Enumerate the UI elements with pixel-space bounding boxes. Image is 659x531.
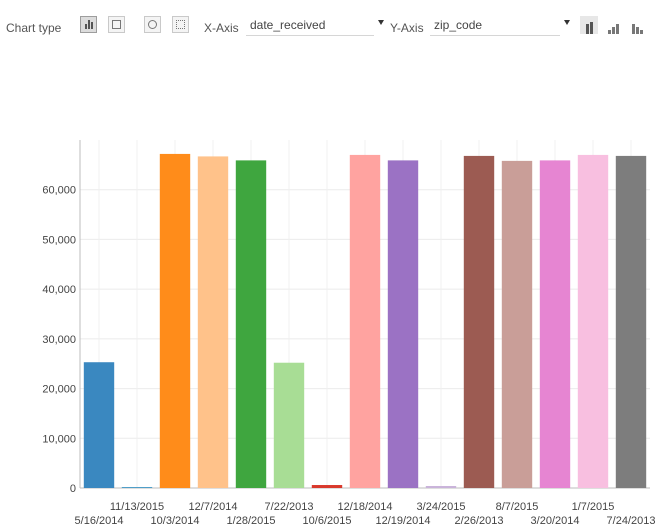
bar-1-28-2015[interactable] <box>235 160 267 488</box>
bar-7-24-2013[interactable] <box>615 155 647 488</box>
x-tick-label: 7/22/2013 <box>265 501 314 513</box>
x-tick-label: 11/13/2015 <box>110 501 164 513</box>
bar-chart-icon <box>84 20 93 29</box>
chart-type-label: Chart type <box>6 21 62 35</box>
y-tick-label: 60,000 <box>42 185 76 197</box>
y-tick-labels: 0 10,000 20,000 30,000 40,000 50,000 60,000 <box>42 185 76 495</box>
bars <box>83 153 647 489</box>
sort-ascending-icon <box>607 24 619 34</box>
pie-chart-type-button[interactable] <box>144 16 161 33</box>
x-axis-select[interactable]: date_received <box>246 14 384 36</box>
bar-3-24-2015[interactable] <box>425 486 457 488</box>
bar-3-20-2014[interactable] <box>539 160 571 488</box>
bar-8-7-2015[interactable] <box>501 160 533 488</box>
chevron-down-icon <box>378 20 384 25</box>
sort-default-button[interactable] <box>580 16 598 34</box>
x-tick-label: 3/24/2015 <box>417 501 466 513</box>
bar-10-6-2015[interactable] <box>311 485 343 488</box>
x-tick-label: 8/7/2015 <box>496 501 539 513</box>
sort-descending-button[interactable] <box>628 16 646 34</box>
x-tick-label: 1/7/2015 <box>572 501 615 513</box>
x-tick-label: 12/19/2014 <box>375 515 430 527</box>
y-tick-label: 10,000 <box>42 433 76 445</box>
bar-7-22-2013[interactable] <box>273 362 305 488</box>
x-tick-label: 1/28/2015 <box>227 515 276 527</box>
x-tick-label: 10/3/2014 <box>151 515 200 527</box>
sort-default-icon <box>585 22 593 34</box>
y-tick-label: 30,000 <box>42 334 76 346</box>
chart-toolbar: Chart type X-Axis date_received Y-Axis z… <box>0 0 659 58</box>
bar-11-13-2015[interactable] <box>121 487 153 488</box>
y-tick-label: 20,000 <box>42 384 76 396</box>
x-tick-label: 10/6/2015 <box>303 515 352 527</box>
x-tick-label: 12/18/2014 <box>337 501 392 513</box>
y-tick-label: 40,000 <box>42 284 76 296</box>
chevron-down-icon <box>564 20 570 25</box>
y-tick-label: 0 <box>70 483 76 495</box>
bar-2-26-2013[interactable] <box>463 155 495 488</box>
bar-1-7-2015[interactable] <box>577 154 609 488</box>
x-tick-labels: 5/16/2014 11/13/2015 10/3/2014 12/7/2014 1/2… <box>75 501 656 527</box>
sort-descending-icon <box>631 24 643 34</box>
table-icon <box>112 20 121 29</box>
bar-12-18-2014[interactable] <box>349 154 381 488</box>
y-axis-label: Y-Axis <box>390 21 424 35</box>
y-tick-label: 50,000 <box>42 234 76 246</box>
x-tick-label: 2/26/2013 <box>455 515 504 527</box>
pie-chart-icon <box>148 20 157 29</box>
scatter-chart-icon <box>176 20 185 29</box>
bar-12-19-2014[interactable] <box>387 160 419 488</box>
bar-5-16-2014[interactable] <box>83 362 115 488</box>
x-axis-label: X-Axis <box>204 21 239 35</box>
bar-12-7-2014[interactable] <box>197 156 229 489</box>
x-tick-label: 3/20/2014 <box>531 515 580 527</box>
bar-chart-type-button[interactable] <box>80 16 97 33</box>
table-chart-type-button[interactable] <box>108 16 125 33</box>
y-axis-value: zip_code <box>434 18 483 32</box>
y-axis-select[interactable]: zip_code <box>430 14 570 36</box>
sort-ascending-button[interactable] <box>604 16 622 34</box>
x-tick-label: 12/7/2014 <box>189 501 238 513</box>
x-tick-label: 7/24/2013 <box>607 515 656 527</box>
bar-10-3-2014[interactable] <box>159 153 191 489</box>
x-axis-value: date_received <box>250 18 326 32</box>
x-tick-label: 5/16/2014 <box>75 515 124 527</box>
scatter-chart-type-button[interactable] <box>172 16 189 33</box>
